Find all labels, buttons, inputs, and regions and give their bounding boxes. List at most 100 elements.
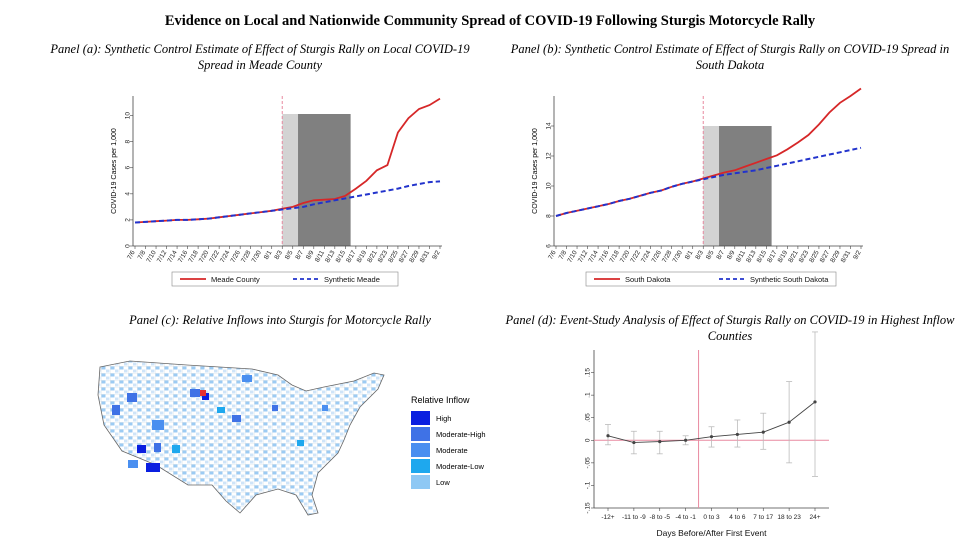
x-tick-label: 7/26 <box>230 249 243 264</box>
panel-a-title: Panel (a): Synthetic Control Estimate of… <box>50 42 470 72</box>
x-tick-label: 7/30 <box>672 249 685 264</box>
legend-box <box>171 271 399 287</box>
x-tick-label: 8/13 <box>745 249 758 264</box>
x-tick-label: 8/23 <box>377 249 390 264</box>
map-legend-title: Relative Inflow <box>411 395 470 405</box>
x-tick-label: 8/1 <box>684 249 695 261</box>
x-tick-label: 7/14 <box>166 249 179 264</box>
x-tick-label: 7/18 <box>608 249 621 264</box>
x-tick-label: 7/20 <box>198 249 211 264</box>
x-tick-label: -4 to -1 <box>675 514 696 521</box>
y-tick-label: .1 <box>585 392 592 398</box>
x-tick-label: 8/23 <box>798 249 811 264</box>
x-tick-label: 8/25 <box>387 249 400 264</box>
panel-b-title: Panel (b): Synthetic Control Estimate of… <box>510 42 950 72</box>
us-outline <box>97 360 385 516</box>
y-tick-label: 10 <box>546 182 553 190</box>
x-tick-label: 7/14 <box>587 249 600 264</box>
county-fills <box>112 375 328 472</box>
x-tick-label: 8/15 <box>335 249 348 264</box>
us-inflow-map <box>97 360 385 516</box>
x-tick-label: 7/8 <box>137 249 148 261</box>
y-tick-label: 6 <box>125 166 132 170</box>
x-tick-label: 18 to 23 <box>777 514 801 521</box>
x-tick-label: 8/27 <box>819 249 832 264</box>
x-tick-label: 7/24 <box>219 249 232 264</box>
x-tick-label: 7/12 <box>156 249 169 264</box>
panel-d-title: Panel (d): Event-Study Analysis of Effec… <box>505 313 955 343</box>
legend-box <box>585 271 837 287</box>
shaded-region-dark <box>298 114 351 246</box>
estimate-point <box>813 400 817 404</box>
y-tick-label: 12 <box>546 152 553 160</box>
legend-label: Low <box>436 477 450 487</box>
legend-moderate-high: Moderate-High <box>411 426 501 442</box>
estimate-point <box>761 430 765 434</box>
legend-high: High <box>411 410 501 426</box>
x-tick-label: 8/21 <box>787 249 800 264</box>
y-tick-label: 2 <box>125 218 132 222</box>
x-tick-label: 8/17 <box>345 249 358 264</box>
x-tick-label: 8/29 <box>408 249 421 264</box>
y-tick-label: -.05 <box>585 457 592 469</box>
legend-label: South Dakota <box>625 275 671 284</box>
legend-label: Moderate-Low <box>436 461 484 471</box>
y-tick-label: 4 <box>125 192 132 196</box>
x-tick-label: 7/24 <box>640 249 653 264</box>
y-tick-label: 6 <box>546 244 553 248</box>
estimate-point <box>632 440 636 445</box>
legend-swatch <box>411 459 430 473</box>
x-tick-label: 8/3 <box>694 249 705 261</box>
x-tick-label: 7/12 <box>577 249 590 264</box>
y-tick-label: 8 <box>125 139 132 143</box>
y-tick-label: -.1 <box>585 481 592 489</box>
legend-moderate: Moderate <box>411 442 501 458</box>
x-tick-label: 8/31 <box>840 249 853 264</box>
y-tick-label: .05 <box>585 413 592 422</box>
x-tick-label: 7/10 <box>145 249 158 264</box>
figure-title: Evidence on Local and Nationwide Communi… <box>164 13 816 29</box>
map-legend: Relative Inflow High Moderate-High Moder… <box>411 395 501 490</box>
legend-moderate-low: Moderate-Low <box>411 458 501 474</box>
shaded-region-light <box>282 114 299 246</box>
x-tick-label: 8/7 <box>715 249 726 261</box>
x-tick-label: 8/3 <box>273 249 284 261</box>
sturgis-marker <box>200 390 206 396</box>
estimate-point <box>658 440 662 444</box>
series-synthetic-meade <box>134 180 441 224</box>
x-tick-label: 8/7 <box>294 249 305 261</box>
x-tick-label: 4 to 6 <box>729 514 746 521</box>
y-tick-label: -.15 <box>585 502 592 514</box>
legend-swatch <box>411 443 430 457</box>
x-tick-label: 8/31 <box>419 249 432 264</box>
legend-label: Synthetic South Dakota <box>750 275 829 284</box>
x-tick-label: 8/17 <box>766 249 779 264</box>
x-tick-label: 7/22 <box>208 249 221 264</box>
legend-swatch <box>411 475 430 489</box>
x-tick-label: 8/1 <box>263 249 274 261</box>
estimate-point <box>735 432 739 437</box>
x-tick-label: 24+ <box>809 514 820 521</box>
x-tick-label: 8/19 <box>356 249 369 264</box>
x-tick-label: 8/9 <box>726 249 737 261</box>
y-tick-label: 8 <box>546 214 553 218</box>
y-axis-label: COVID-19 Cases per 1,000 <box>111 128 118 214</box>
legend-label: Synthetic Meade <box>324 275 380 284</box>
x-tick-label: -8 to -5 <box>649 514 670 521</box>
y-tick-label: .15 <box>585 368 592 377</box>
x-tick-label: 7 to 17 <box>753 514 773 521</box>
x-tick-label: 9/2 <box>431 249 442 261</box>
legend-low: Low <box>411 474 501 490</box>
legend-label: Meade County <box>211 275 260 284</box>
y-tick-label: 14 <box>546 122 553 130</box>
legend-label: Moderate-High <box>436 429 486 439</box>
x-tick-label: 7/18 <box>187 249 200 264</box>
estimate-point <box>606 434 610 438</box>
x-tick-label: 7/16 <box>177 249 190 264</box>
x-tick-label: 8/29 <box>829 249 842 264</box>
x-tick-label: 7/20 <box>619 249 632 264</box>
x-tick-label: 7/28 <box>240 249 253 264</box>
x-tick-label: 8/5 <box>284 249 295 261</box>
estimate-point <box>787 420 791 424</box>
x-tick-label: 7/16 <box>598 249 611 264</box>
